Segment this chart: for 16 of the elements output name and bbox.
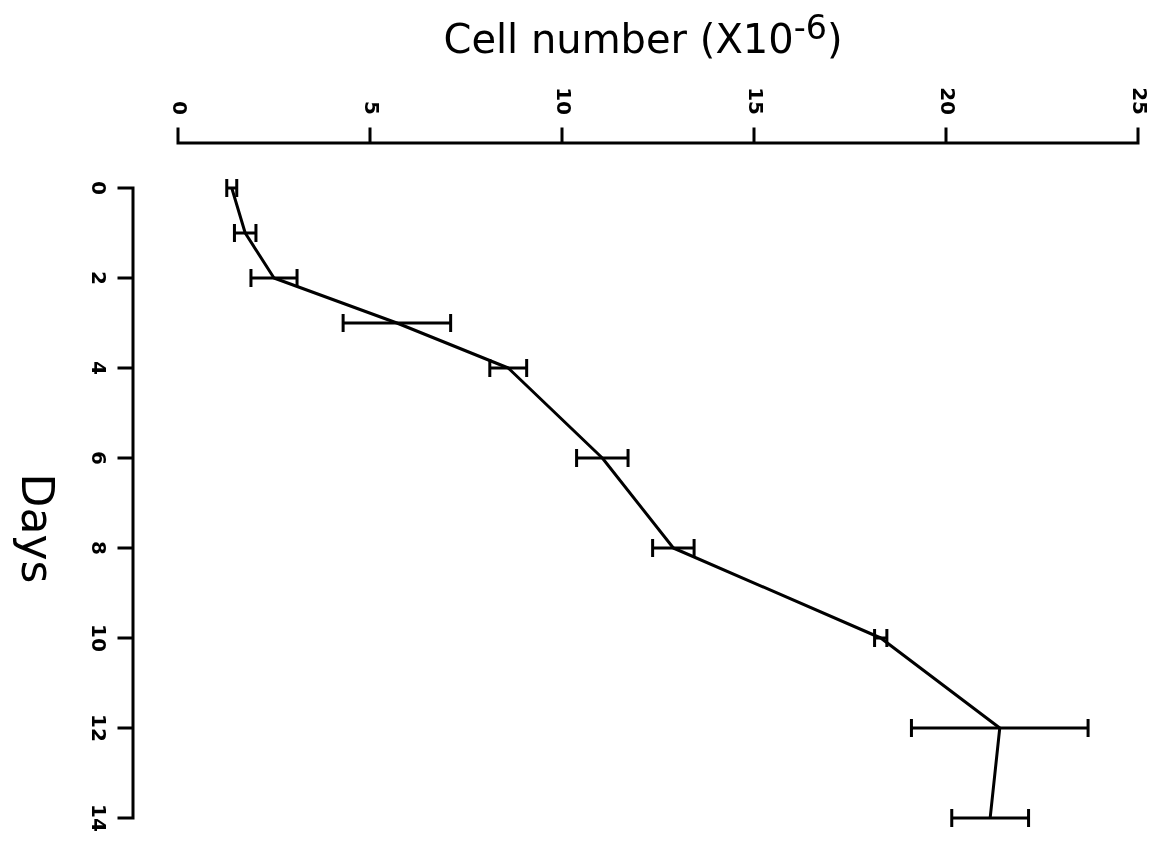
x-tick-label: 25 [1127, 87, 1152, 116]
x-axis-title: Cell number (X10$^{-6}$) [442, 8, 844, 63]
y-tick-label: 14 [86, 804, 111, 832]
y-tick-label: 2 [86, 271, 111, 285]
y-tick-label: 10 [86, 624, 111, 652]
y-axis-title: Days [12, 473, 64, 583]
y-tick-label: 6 [86, 451, 111, 465]
y-tick-label: 4 [86, 361, 111, 375]
x-tick-label: 15 [743, 87, 768, 116]
x-tick-label: 20 [935, 87, 960, 116]
x-tick-label: 10 [551, 87, 576, 116]
y-tick-label: 12 [86, 714, 111, 742]
x-tick-label: 5 [359, 101, 384, 115]
x-tick-label: 0 [167, 101, 192, 115]
y-tick-label: 8 [86, 541, 111, 555]
y-tick-label: 0 [86, 181, 111, 195]
